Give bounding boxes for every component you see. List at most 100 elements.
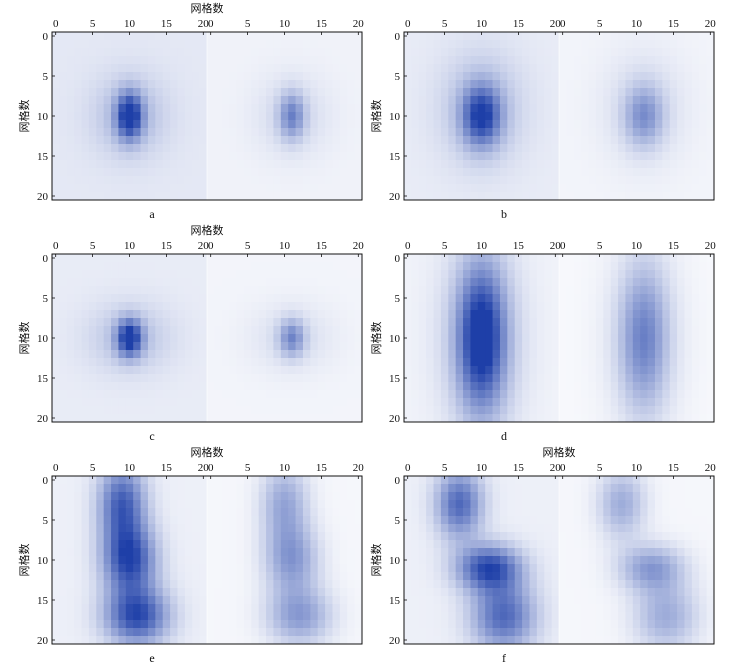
heatmap-cell: [221, 104, 230, 113]
heatmap-cell: [317, 596, 326, 605]
heatmap-cell: [325, 358, 333, 367]
heatmap-cell: [125, 32, 134, 41]
heatmap-cell: [536, 310, 545, 319]
heatmap-cell: [455, 342, 464, 351]
heatmap-cell: [522, 596, 530, 605]
heatmap-cell: [492, 548, 501, 557]
heatmap-cell: [258, 262, 267, 271]
heatmap-cell: [280, 366, 289, 375]
heatmap-cell: [470, 492, 479, 501]
heatmap-cell: [184, 612, 193, 621]
heatmap-cell: [595, 366, 604, 375]
heatmap-cell: [66, 184, 75, 193]
heatmap-cell: [207, 88, 215, 97]
heatmap-cell: [133, 636, 141, 645]
heatmap-cell: [477, 516, 486, 525]
heatmap-cell: [411, 88, 420, 97]
heatmap-cell: [221, 342, 230, 351]
x-tick-label: 10: [476, 240, 488, 252]
heatmap-cell: [302, 556, 311, 565]
heatmap-cell: [207, 318, 215, 327]
heatmap-cell: [433, 48, 442, 57]
heatmap-cell: [544, 176, 553, 185]
heatmap-cell: [96, 516, 105, 525]
heatmap-cell: [59, 176, 68, 185]
heatmap-cell: [418, 620, 427, 629]
heatmap-cell: [699, 406, 708, 415]
heatmap-cell: [499, 128, 508, 137]
heatmap-cell: [177, 294, 186, 303]
heatmap-cell: [177, 476, 186, 485]
heatmap-cell: [310, 596, 319, 605]
heatmap-cell: [96, 294, 105, 303]
heatmap-cell: [103, 374, 112, 383]
heatmap-cell: [618, 128, 626, 137]
heatmap-cell: [477, 262, 486, 271]
heatmap-cell: [96, 628, 105, 637]
heatmap-cell: [236, 104, 245, 113]
heatmap-cell: [463, 500, 471, 509]
heatmap-cell: [229, 492, 237, 501]
heatmap-cell: [266, 318, 274, 327]
heatmap-cell: [280, 278, 289, 287]
heatmap-cell: [404, 358, 412, 367]
heatmap-cell: [448, 548, 457, 557]
heatmap-cell: [470, 342, 479, 351]
heatmap-cell: [640, 406, 648, 415]
heatmap-cell: [691, 374, 700, 383]
heatmap-cell: [170, 152, 178, 161]
heatmap-cell: [662, 270, 671, 279]
heatmap-cell: [273, 532, 282, 541]
heatmap-cell: [339, 334, 348, 343]
heatmap-cell: [243, 160, 252, 169]
heatmap-cell: [140, 540, 149, 549]
heatmap-cell: [522, 414, 530, 423]
heatmap-cell: [499, 374, 508, 383]
panel-f: 0 5 10 15 20 0 5 10 15 20 0 5 10 15 20 网格数 网格数 f: [369, 444, 717, 666]
y-tick-label: 15: [37, 595, 49, 607]
heatmap-cell: [111, 48, 119, 57]
heatmap-cell: [310, 342, 319, 351]
heatmap-cell: [551, 56, 560, 65]
heatmap-cell: [603, 342, 612, 351]
heatmap-cell: [273, 56, 282, 65]
heatmap-cell: [581, 342, 589, 351]
heatmap-cell: [640, 168, 648, 177]
heatmap-cell: [118, 262, 127, 271]
heatmap-cell: [170, 620, 178, 629]
heatmap-cell: [295, 484, 304, 493]
heatmap-cell: [499, 278, 508, 287]
heatmap-cell: [221, 500, 230, 509]
heatmap-cell: [125, 612, 134, 621]
heatmap-cell: [155, 476, 164, 485]
heatmap-cell: [125, 72, 134, 81]
heatmap-cell: [59, 532, 68, 541]
heatmap-cell: [266, 620, 274, 629]
heatmap-cell: [610, 120, 619, 129]
heatmap-cell: [74, 374, 82, 383]
heatmap-cell: [177, 112, 186, 121]
heatmap-cell: [140, 120, 149, 129]
heatmap-cell: [125, 524, 134, 533]
heatmap-cell: [221, 96, 230, 105]
heatmap-cell: [699, 382, 708, 391]
heatmap-cell: [404, 382, 412, 391]
heatmap-cell: [184, 580, 193, 589]
heatmap-cell: [52, 628, 60, 637]
heatmap-cell: [588, 318, 597, 327]
heatmap-cell: [706, 318, 715, 327]
heatmap-cell: [339, 318, 348, 327]
heatmap-cell: [706, 56, 715, 65]
heatmap-cell: [302, 120, 311, 129]
heatmap-cell: [214, 192, 223, 201]
heatmap-cell: [618, 318, 626, 327]
heatmap-cell: [221, 168, 230, 177]
heatmap-cell: [103, 636, 112, 645]
heatmap-cell: [155, 334, 164, 343]
heatmap-cell: [492, 390, 501, 399]
heatmap-cell: [463, 532, 471, 541]
heatmap-cell: [684, 168, 693, 177]
heatmap-cell: [566, 96, 575, 105]
heatmap-cell: [551, 374, 560, 383]
heatmap-cell: [339, 120, 348, 129]
